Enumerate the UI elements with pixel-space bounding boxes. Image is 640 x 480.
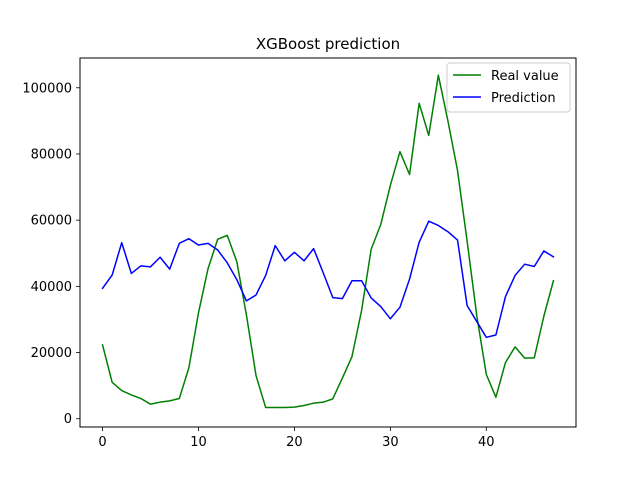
x-tick-label: 40 xyxy=(478,435,495,450)
y-tick-label: 0 xyxy=(64,412,72,427)
x-tick-label: 20 xyxy=(286,435,303,450)
y-tick-label: 20000 xyxy=(31,346,72,361)
y-tick-label: 60000 xyxy=(31,214,72,229)
series-line-1 xyxy=(101,220,555,339)
x-tick-label: 0 xyxy=(98,435,106,450)
y-tick-label: 80000 xyxy=(31,147,72,162)
plot-frame xyxy=(79,57,577,428)
x-tick-label: 30 xyxy=(382,435,399,450)
legend: Real value Prediction xyxy=(446,62,571,113)
y-tick-label: 100000 xyxy=(22,81,72,96)
legend-label-0: Real value xyxy=(491,69,559,84)
y-tick-label: 40000 xyxy=(31,280,72,295)
legend-label-1: Prediction xyxy=(491,91,556,106)
series-layer xyxy=(101,74,555,409)
y-axis: 0 20000 40000 60000 80000 100000 xyxy=(22,81,80,427)
chart-title: XGBoost prediction xyxy=(256,35,400,53)
x-tick-label: 10 xyxy=(190,435,207,450)
x-axis: 0 10 20 30 40 xyxy=(98,427,495,450)
